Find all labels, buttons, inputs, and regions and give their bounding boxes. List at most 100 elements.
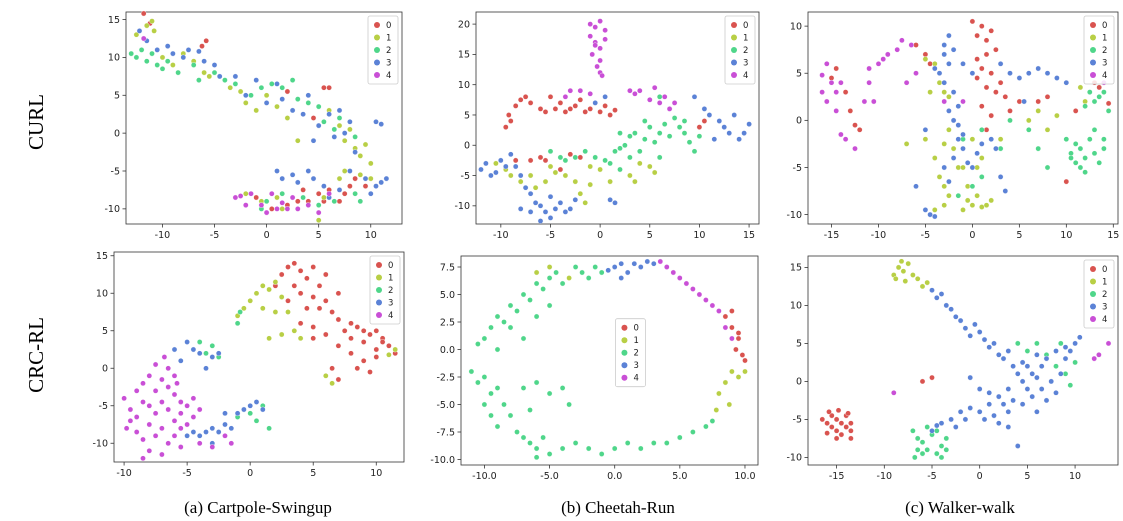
scatter-point: [592, 264, 599, 270]
scatter-point: [572, 196, 579, 203]
scatter-point: [284, 88, 291, 95]
scatter-point: [696, 291, 703, 298]
scatter-point: [322, 297, 329, 304]
scatter-point: [983, 51, 990, 58]
scatter-point: [533, 280, 540, 287]
legend-label: 2: [743, 46, 748, 56]
scatter-point: [976, 329, 983, 335]
scatter-point: [215, 350, 222, 357]
scatter-point: [501, 319, 507, 325]
scatter-point: [661, 94, 668, 100]
scatter-point: [955, 103, 962, 109]
scatter-point: [950, 46, 957, 53]
scatter-point: [597, 109, 603, 115]
scatter-point: [149, 50, 155, 57]
x-tick-label: -15: [824, 230, 840, 241]
scatter-point: [953, 424, 959, 430]
x-tick-label: 10: [693, 230, 705, 241]
scatter-point: [624, 269, 631, 276]
scatter-point: [268, 81, 275, 87]
scatter-point: [514, 308, 520, 314]
scatter-point: [527, 172, 534, 179]
scatter-point: [914, 435, 921, 442]
scatter-point: [152, 432, 159, 439]
scatter-point: [703, 423, 709, 430]
scatter-point: [957, 317, 964, 324]
scatter-point: [903, 79, 910, 86]
scatter-point: [960, 136, 966, 142]
plot-frame: [125, 11, 403, 225]
scatter-point: [177, 444, 184, 450]
legend-label: 0: [743, 21, 748, 31]
scatter-point: [507, 172, 514, 179]
scatter-point: [336, 198, 343, 205]
scatter-point: [927, 211, 933, 218]
scatter-point: [190, 346, 197, 353]
scatter-point: [866, 65, 872, 72]
scatter-point: [475, 379, 481, 386]
scatter-point: [1034, 374, 1040, 381]
legend-label: 0: [633, 324, 638, 334]
scatter-point: [537, 218, 544, 224]
scatter-point: [248, 190, 254, 197]
scatter-point: [1044, 127, 1051, 133]
scatter-panel: -10 -5 0 5 10 15 -10 -5 0 5 10 15 20 0 1 2 3 4: [454, 11, 760, 241]
scatter-point: [151, 28, 157, 34]
scatter-point: [540, 286, 546, 292]
scatter-point: [336, 107, 343, 114]
legend-marker: [731, 72, 737, 78]
legend-box: [367, 15, 399, 85]
scatter-point: [329, 365, 335, 372]
scatter-point: [871, 98, 877, 105]
scatter-point: [703, 297, 709, 303]
scatter-point: [577, 154, 584, 161]
scatter-point: [1026, 117, 1032, 124]
scatter-point: [341, 327, 348, 334]
x-tick-label: 0: [264, 230, 270, 241]
scatter-point: [315, 209, 322, 216]
scatter-point: [171, 417, 178, 424]
scatter-point: [572, 154, 579, 161]
scatter-point: [875, 61, 882, 67]
scatter-point: [352, 190, 358, 197]
scatter-point: [929, 427, 935, 434]
scatter-point: [123, 425, 130, 432]
scatter-point: [627, 154, 633, 161]
scatter-point: [146, 421, 153, 428]
legend-marker: [1090, 266, 1096, 272]
scatter-point: [842, 89, 849, 95]
y-tick-label: 0.0: [440, 345, 455, 356]
scatter-point: [681, 130, 688, 136]
scatter-point: [1054, 112, 1060, 119]
scatter-point: [929, 374, 935, 381]
scatter-point: [133, 429, 140, 435]
scatter-point: [627, 133, 633, 139]
scatter-point: [559, 280, 566, 287]
scatter-point: [196, 48, 202, 55]
scatter-point: [1077, 164, 1084, 171]
scatter-point: [184, 402, 190, 409]
scatter-point: [1096, 159, 1102, 166]
scatter-point: [979, 127, 985, 133]
scatter-point: [297, 320, 304, 327]
scatter-point: [1026, 127, 1032, 133]
scatter-point: [542, 178, 549, 185]
scatter-point: [948, 306, 954, 313]
x-tick-label: 10: [1060, 230, 1072, 241]
scatter-point: [216, 73, 223, 80]
y-tick-label: 10: [790, 21, 802, 32]
scatter-point: [938, 454, 945, 461]
scatter-point: [893, 275, 899, 282]
scatter-point: [159, 54, 166, 61]
scatter-point: [632, 130, 638, 136]
scatter-point: [357, 153, 364, 159]
scatter-point: [946, 32, 952, 39]
scatter-point: [946, 61, 952, 67]
legend-label: 0: [386, 21, 391, 31]
x-tick-label: 0: [969, 230, 975, 241]
scatter-point: [597, 57, 603, 64]
scatter-point: [532, 184, 539, 191]
plot-frame: [460, 255, 759, 466]
scatter-point: [934, 294, 940, 301]
legend-marker: [376, 287, 382, 293]
